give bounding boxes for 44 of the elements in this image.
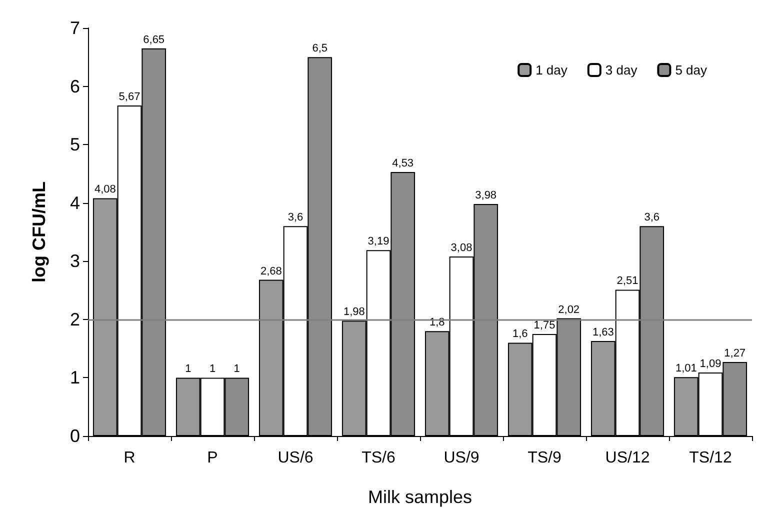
y-axis-title: log CFU/mL xyxy=(29,182,49,282)
data-label: 3,98 xyxy=(475,190,497,202)
data-label: 2,51 xyxy=(616,275,638,288)
x-tick-label: US/6 xyxy=(278,450,314,466)
legend-label: 5 day xyxy=(675,62,708,78)
x-tick-label: R xyxy=(124,450,136,466)
y-tick-label: 0 xyxy=(70,426,80,446)
data-label: 1,98 xyxy=(343,306,365,318)
data-label: 3,6 xyxy=(288,212,304,224)
data-label: 4,53 xyxy=(392,157,414,170)
legend-label: 3 day xyxy=(605,62,638,78)
x-tick-label: TS/6 xyxy=(362,450,396,466)
x-tick-label: TS/12 xyxy=(689,450,732,466)
data-label: 2,68 xyxy=(260,265,282,278)
data-label: 3,08 xyxy=(450,242,472,254)
x-tick-label: US/12 xyxy=(605,450,650,466)
y-tick-label: 6 xyxy=(70,76,80,96)
data-label: 5,67 xyxy=(118,91,140,104)
data-label: 1,01 xyxy=(675,362,697,375)
x-tick-label: US/9 xyxy=(444,450,480,466)
data-label: 1 xyxy=(209,363,216,376)
y-tick-label: 7 xyxy=(70,18,80,38)
data-label: 3,19 xyxy=(368,236,390,248)
y-tick-label: 5 xyxy=(70,134,80,155)
data-label: 1 xyxy=(185,363,192,376)
y-tick-label: 1 xyxy=(70,368,80,388)
legend-label: 1 day xyxy=(536,62,568,78)
y-tick-label: 2 xyxy=(70,309,80,330)
data-label: 1,27 xyxy=(724,347,746,360)
x-axis-title: Milk samples xyxy=(368,487,472,507)
data-label: 1,6 xyxy=(512,328,528,340)
y-tick-label: 4 xyxy=(70,192,80,213)
y-tick-label: 3 xyxy=(70,251,80,272)
data-label: 1,75 xyxy=(534,320,556,332)
data-label: 1,63 xyxy=(592,326,614,338)
x-tick-label: P xyxy=(207,450,218,466)
data-label: 2,02 xyxy=(558,304,580,316)
data-label: 3,6 xyxy=(644,212,660,224)
x-tick-label: TS/9 xyxy=(528,450,562,466)
data-label: 1,09 xyxy=(700,358,722,370)
data-label: 1 xyxy=(234,363,240,376)
data-label: 6,65 xyxy=(143,34,165,46)
data-label: 6,5 xyxy=(312,42,328,55)
data-label: 4,08 xyxy=(94,184,116,196)
